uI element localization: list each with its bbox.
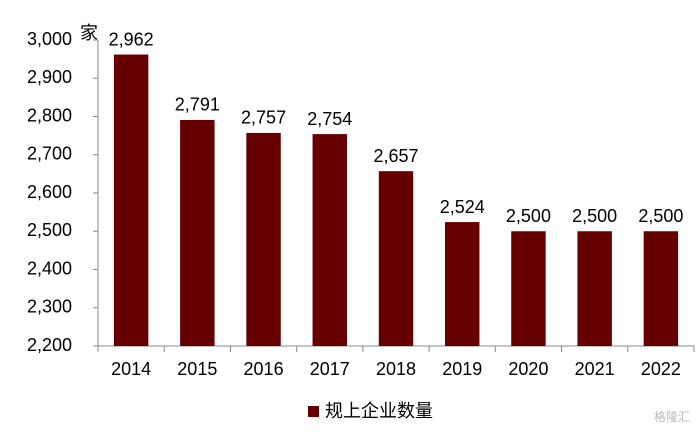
legend-label: 规上企业数量: [325, 401, 433, 421]
bar: [511, 231, 546, 346]
y-tick-label: 2,700: [27, 144, 72, 164]
y-tick-label: 2,300: [27, 297, 72, 317]
bar: [445, 222, 480, 346]
x-tick-label: 2020: [508, 359, 548, 379]
value-label: 2,962: [109, 29, 154, 49]
bar: [378, 171, 414, 346]
bar: [180, 119, 215, 346]
y-tick-label: 2,600: [27, 182, 72, 202]
y-tick-label: 3,000: [27, 29, 72, 49]
value-label: 2,791: [175, 95, 220, 115]
x-tick-label: 2019: [442, 359, 482, 379]
bar: [246, 132, 281, 346]
value-label: 2,500: [572, 206, 617, 226]
watermark: 格隆汇: [654, 409, 690, 424]
y-tick-label: 2,800: [27, 105, 72, 125]
y-tick-label: 2,900: [27, 67, 72, 87]
value-label: 2,500: [638, 206, 683, 226]
x-tick-label: 2014: [111, 359, 151, 379]
bar: [643, 231, 679, 346]
x-tick-label: 2022: [641, 359, 681, 379]
legend-swatch: [308, 406, 319, 417]
y-tick-label: 2,400: [27, 258, 72, 278]
x-tick-label: 2016: [244, 359, 284, 379]
y-tick-label: 2,500: [27, 220, 72, 240]
bar: [113, 54, 149, 346]
bar: [312, 134, 347, 346]
y-tick-label: 2,200: [27, 335, 72, 355]
value-label: 2,757: [241, 108, 286, 128]
x-tick-label: 2021: [575, 359, 615, 379]
x-tick-label: 2017: [310, 359, 350, 379]
value-label: 2,657: [373, 146, 418, 166]
value-label: 2,524: [440, 197, 485, 217]
value-label: 2,754: [307, 109, 352, 129]
x-tick-label: 2018: [376, 359, 416, 379]
y-unit: 家: [80, 23, 98, 43]
x-tick-label: 2015: [177, 359, 217, 379]
value-label: 2,500: [506, 206, 551, 226]
bar: [577, 231, 612, 346]
